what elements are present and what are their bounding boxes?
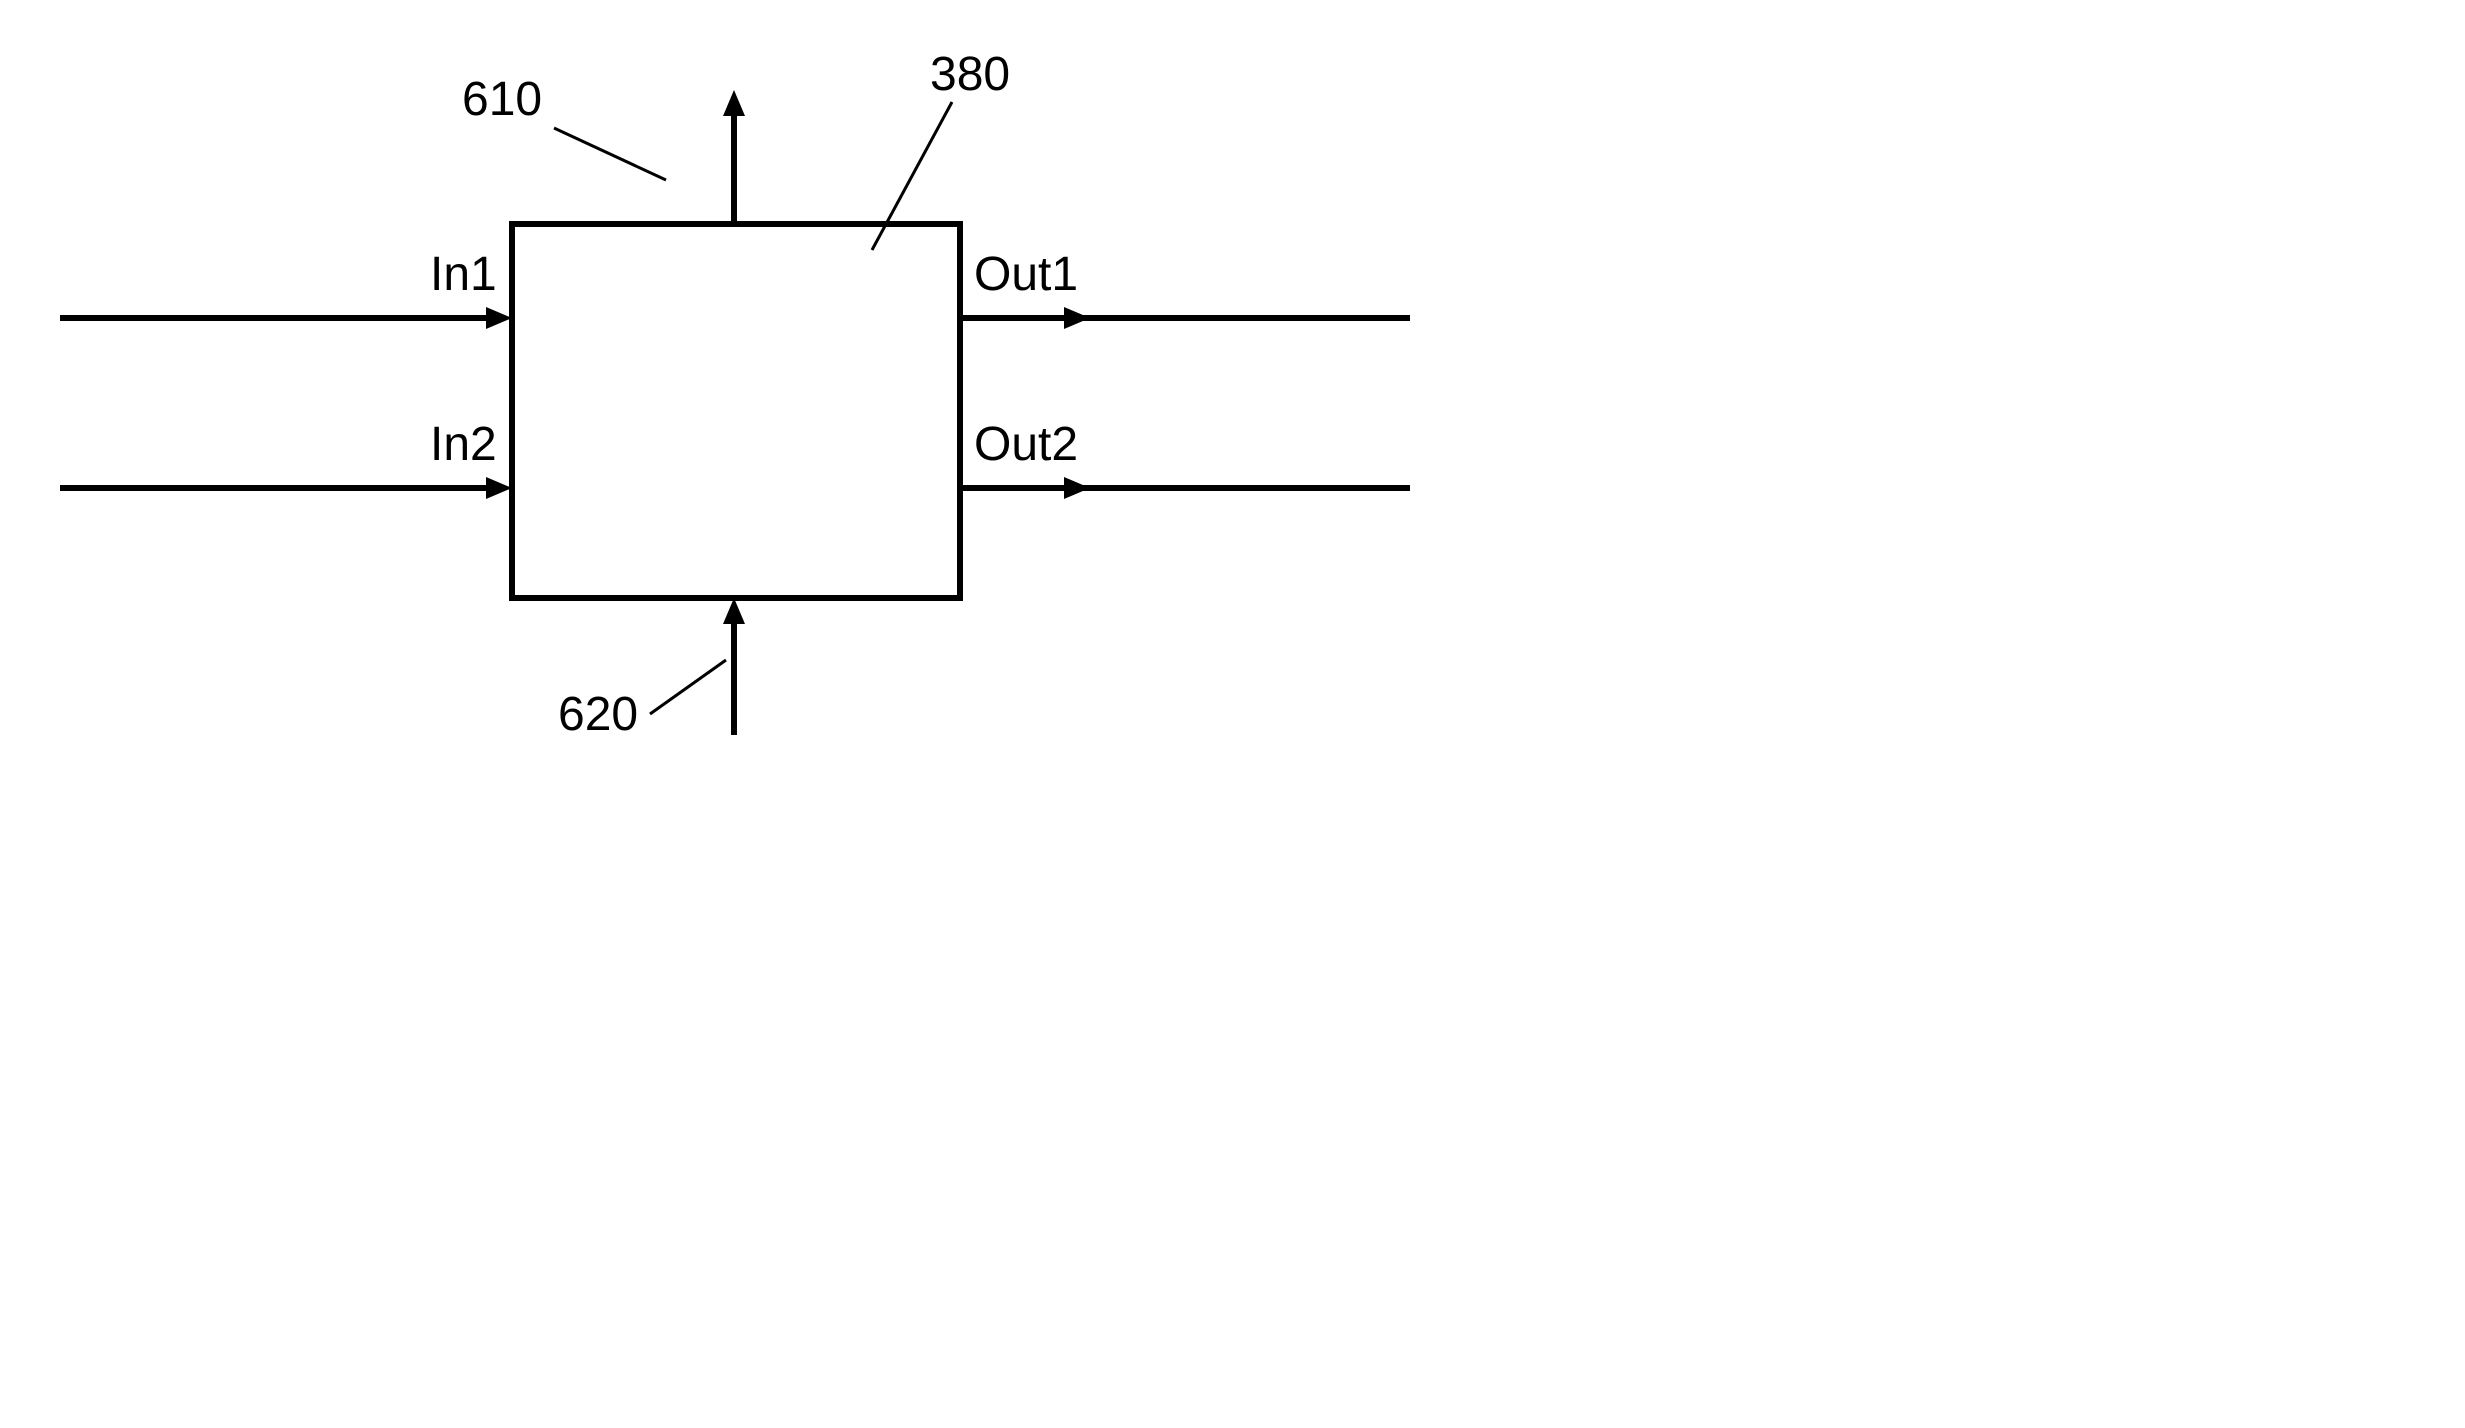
callout-610-leader (554, 128, 666, 180)
callout-610-text: 610 (462, 73, 542, 126)
callout-620-text: 620 (558, 688, 638, 741)
callout-620-leader (650, 660, 726, 714)
callout-380-leader (872, 102, 952, 250)
callout-620: 620 (558, 660, 726, 741)
in1-label: In1 (430, 248, 497, 301)
top-arrow (723, 90, 745, 224)
bottom-arrow (723, 598, 745, 735)
in1-arrow (60, 307, 512, 329)
out1-label: Out1 (974, 248, 1078, 301)
out2-label: Out2 (974, 418, 1078, 471)
callout-380: 380 (872, 48, 1010, 250)
in2-label: In2 (430, 418, 497, 471)
out2-arrow (960, 477, 1410, 499)
callout-610: 610 (462, 73, 666, 180)
block-box (512, 224, 960, 598)
block-diagram: In1 In2 Out1 Out2 610 380 620 (0, 0, 2465, 1428)
in2-arrow (60, 477, 512, 499)
out1-arrow (960, 307, 1410, 329)
callout-380-text: 380 (930, 48, 1010, 101)
